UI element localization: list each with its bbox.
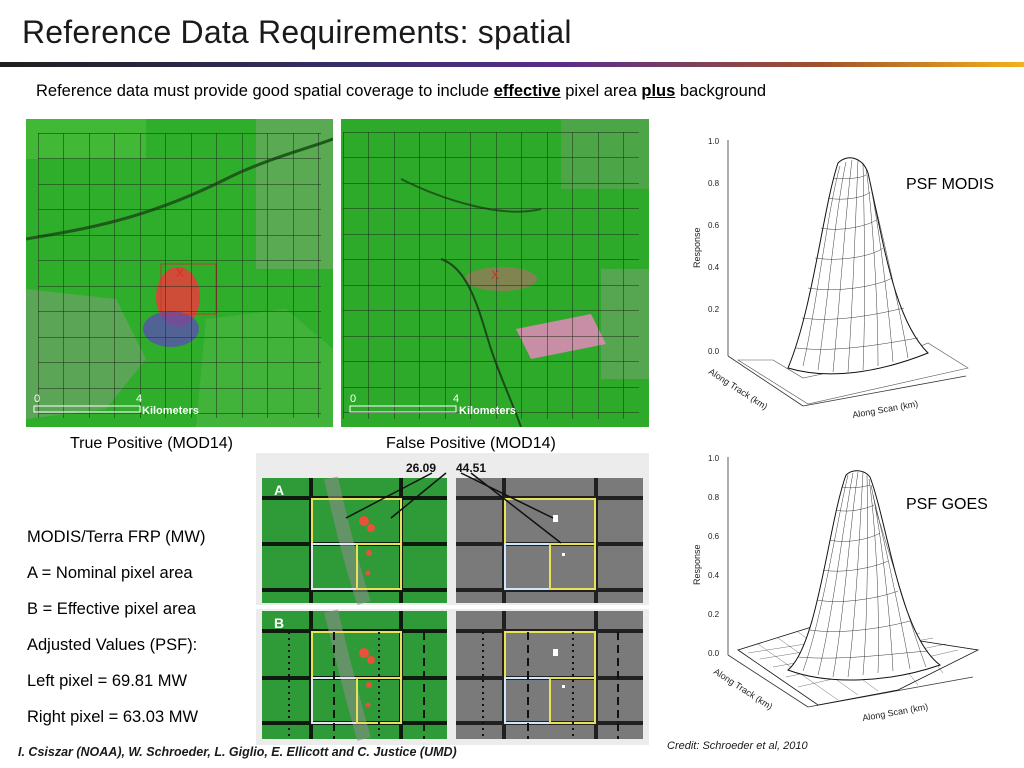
z-axis-label: Response	[692, 544, 702, 585]
z-axis-label: Response	[692, 227, 702, 268]
scale-unit-label: Kilometers	[459, 405, 516, 417]
info-right-pixel: Right pixel = 63.03 MW	[27, 708, 199, 726]
scale-bar	[349, 405, 457, 413]
row-label-a: A	[274, 482, 284, 498]
psf-modis-label: PSF MODIS	[906, 176, 995, 193]
false-positive-image: X 0 4 Kilometers	[341, 119, 649, 427]
subtitle-suffix: background	[675, 82, 767, 100]
true-positive-image: X 0 4 Kilometers	[26, 119, 333, 427]
z-tick-label: 0.0	[708, 649, 720, 658]
z-tick-label: 0.8	[708, 493, 720, 502]
psf-goes-label: PSF GOES	[906, 496, 988, 513]
z-tick-label: 0.4	[708, 263, 720, 272]
frp-figure: 26.09 44.51 A B	[256, 453, 649, 745]
z-tick-label: 0.2	[708, 305, 720, 314]
info-effective-area: B = Effective pixel area	[27, 600, 196, 618]
scale-zero-label: 0	[34, 393, 40, 405]
scale-four-label: 4	[136, 393, 142, 405]
scale-bar	[33, 405, 141, 413]
true-positive-caption: True Positive (MOD14)	[70, 435, 233, 452]
subtitle-emphasis-effective: effective	[493, 82, 561, 100]
scale-four-label: 4	[453, 393, 459, 405]
frp-value-left: 26.09	[406, 461, 436, 475]
scale-zero-label: 0	[350, 393, 356, 405]
subtitle-emphasis-plus: plus	[641, 82, 676, 100]
x-axis-label: Along Scan (km)	[862, 702, 929, 723]
psf-modis-plot: 1.0 0.8 0.6 0.4 0.2 0.0 Response Along S…	[678, 128, 998, 428]
slide-subtitle: Reference data must provide good spatial…	[36, 82, 766, 101]
frp-value-right: 44.51	[456, 461, 486, 475]
true-positive-map: X 0 4 Kilometers	[26, 119, 333, 427]
x-axis-label: Along Scan (km)	[852, 399, 919, 420]
info-left-pixel: Left pixel = 69.81 MW	[27, 672, 188, 690]
slide-title: Reference Data Requirements: spatial	[22, 14, 572, 50]
false-positive-map: X 0 4 Kilometers	[341, 119, 649, 427]
false-positive-caption: False Positive (MOD14)	[386, 435, 556, 452]
psf-modis-surface: 1.0 0.8 0.6 0.4 0.2 0.0 Response Along S…	[692, 137, 969, 420]
z-tick-label: 0.8	[708, 179, 720, 188]
fire-marker-label: X	[491, 268, 499, 282]
z-tick-label: 1.0	[708, 137, 720, 146]
z-tick-label: 0.2	[708, 610, 720, 619]
footer-credit: Credit: Schroeder et al, 2010	[667, 740, 808, 752]
scale-unit-label: Kilometers	[142, 405, 199, 417]
info-nominal-area: A = Nominal pixel area	[27, 564, 193, 582]
psf-goes-plot: 1.0 0.8 0.6 0.4 0.2 0.0 Response Along S…	[678, 445, 998, 740]
y-axis-label: Along Track (km)	[712, 666, 774, 711]
z-tick-label: 1.0	[708, 454, 720, 463]
psf-goes-surface: 1.0 0.8 0.6 0.4 0.2 0.0 Response Along S…	[692, 454, 980, 723]
title-divider	[0, 62, 1024, 67]
subtitle-prefix: Reference data must provide good spatial…	[36, 82, 494, 100]
row-label-b: B	[274, 615, 284, 631]
z-tick-label: 0.0	[708, 347, 720, 356]
frp-diagram: 26.09 44.51 A B	[256, 461, 649, 741]
z-tick-label: 0.6	[708, 532, 720, 541]
info-frp-units: MODIS/Terra FRP (MW)	[27, 528, 206, 546]
info-adjusted-heading: Adjusted Values (PSF):	[27, 636, 198, 654]
z-tick-label: 0.4	[708, 571, 720, 580]
fire-marker-label: X	[176, 266, 184, 280]
footer-authors: I. Csiszar (NOAA), W. Schroeder, L. Gigl…	[18, 745, 457, 759]
z-tick-label: 0.6	[708, 221, 720, 230]
subtitle-middle: pixel area	[560, 82, 642, 100]
